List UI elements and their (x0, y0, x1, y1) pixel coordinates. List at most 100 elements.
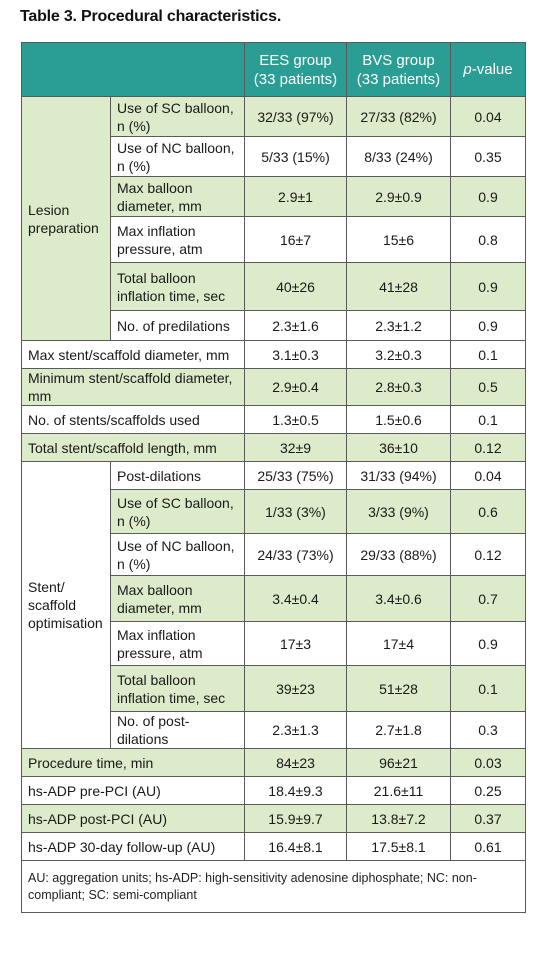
value-bvs: 31/33 (94%) (346, 461, 451, 490)
table-row: No. of predilations 2.3±1.6 2.3±1.2 0.9 (22, 310, 526, 341)
value-p: 0.61 (450, 832, 526, 861)
value-bvs: 8/33 (24%) (346, 136, 451, 177)
header-p-rest: -value (471, 61, 513, 78)
value-ees: 3.1±0.3 (244, 340, 347, 369)
row-label: Use of SC balloon, n (%) (110, 489, 245, 534)
value-ees: 2.9±0.4 (244, 368, 347, 406)
value-bvs: 2.8±0.3 (346, 368, 451, 406)
row-label: Total stent/scaffold length, mm (21, 433, 245, 462)
optim-group-label: Stent/ scaffold optimisation (21, 461, 111, 749)
value-bvs: 13.8±7.2 (346, 804, 451, 833)
value-ees: 18.4±9.3 (244, 776, 347, 805)
row-label: Max stent/scaffold diameter, mm (21, 340, 245, 369)
value-bvs: 36±10 (346, 433, 451, 462)
table-row: Total balloon inflation time, sec 40±26 41… (22, 262, 526, 311)
value-bvs: 2.3±1.2 (346, 310, 451, 341)
table-title: Table 3. Procedural characteristics. (20, 8, 282, 25)
value-p: 0.1 (450, 340, 526, 369)
row-label: Use of NC balloon, n (%) (110, 136, 245, 177)
table-row: Total balloon inflation time, sec 39±23 51… (22, 665, 526, 712)
value-bvs: 41±28 (346, 262, 451, 311)
table-row: hs-ADP pre-PCI (AU) 18.4±9.3 21.6±11 0.25 (21, 776, 526, 805)
value-ees: 16.4±8.1 (244, 832, 347, 861)
value-p: 0.35 (450, 136, 526, 177)
value-ees: 2.3±1.3 (244, 711, 347, 749)
table-row: Lesion preparation Use of SC balloon, n (… (21, 96, 526, 341)
table-row: Max stent/scaffold diameter, mm 3.1±0.3 3.… (21, 340, 526, 369)
header-bvs: BVS group (33 patients) (346, 42, 451, 97)
value-bvs: 17±4 (346, 621, 451, 666)
header-row: EES group (33 patients) BVS group (33 pa… (21, 42, 526, 97)
footnote: AU: aggregation units; hs-ADP: high-sens… (21, 860, 526, 913)
value-p: 0.8 (450, 216, 526, 263)
row-label: Max balloon diameter, mm (110, 575, 245, 622)
value-p: 0.37 (450, 804, 526, 833)
value-ees: 40±26 (244, 262, 347, 311)
table-row: Use of NC balloon, n (%) 5/33 (15%) 8/33 (… (22, 136, 526, 177)
value-p: 0.5 (450, 368, 526, 406)
value-ees: 17±3 (244, 621, 347, 666)
value-p: 0.6 (450, 489, 526, 534)
table-row: Stent/ scaffold optimisation Post-dilatio… (21, 461, 526, 749)
value-ees: 25/33 (75%) (244, 461, 347, 490)
header-p-italic: p (463, 61, 472, 78)
value-p: 0.1 (450, 405, 526, 434)
value-ees: 15.9±9.7 (244, 804, 347, 833)
value-ees: 39±23 (244, 665, 347, 712)
table-row: Max balloon diameter, mm 2.9±1 2.9±0.9 0.9 (22, 176, 526, 217)
value-ees: 5/33 (15%) (244, 136, 347, 177)
value-ees: 24/33 (73%) (244, 533, 347, 576)
row-label: Post-dilations (110, 461, 245, 490)
table-row: hs-ADP post-PCI (AU) 15.9±9.7 13.8±7.2 0.37 (21, 804, 526, 833)
row-label: No. of stents/scaffolds used (21, 405, 245, 434)
value-ees: 1.3±0.5 (244, 405, 347, 434)
value-bvs: 1.5±0.6 (346, 405, 451, 434)
table-row: hs-ADP 30-day follow-up (AU) 16.4±8.1 17.5… (21, 832, 526, 861)
value-p: 0.7 (450, 575, 526, 622)
value-p: 0.04 (450, 461, 526, 490)
footnote-row: AU: aggregation units; hs-ADP: high-sens… (21, 860, 526, 913)
value-bvs: 3.4±0.6 (346, 575, 451, 622)
row-label: Procedure time, min (21, 748, 245, 777)
value-ees: 2.9±1 (244, 176, 347, 217)
value-bvs: 3/33 (9%) (346, 489, 451, 534)
value-ees: 32/33 (97%) (244, 96, 347, 137)
value-bvs: 3.2±0.3 (346, 340, 451, 369)
row-label: hs-ADP pre-PCI (AU) (21, 776, 245, 805)
row-label: No. of predilations (110, 310, 245, 341)
header-blank-cell (21, 42, 245, 97)
value-bvs: 29/33 (88%) (346, 533, 451, 576)
row-label: hs-ADP 30-day follow-up (AU) (21, 832, 245, 861)
value-bvs: 15±6 (346, 216, 451, 263)
header-ees: EES group (33 patients) (244, 42, 347, 97)
value-ees: 84±23 (244, 748, 347, 777)
row-label: hs-ADP post-PCI (AU) (21, 804, 245, 833)
value-ees: 16±7 (244, 216, 347, 263)
table-row: Max inflation pressure, atm 17±3 17±4 0.9 (22, 621, 526, 666)
table-row: Total stent/scaffold length, mm 32±9 36±10… (21, 433, 526, 462)
row-label: Use of SC balloon, n (%) (110, 96, 245, 137)
row-label: Max balloon diameter, mm (110, 176, 245, 217)
table-row: No. of stents/scaffolds used 1.3±0.5 1.5±0… (21, 405, 526, 434)
procedural-table: EES group (33 patients) BVS group (33 pa… (21, 42, 526, 913)
table-row: Use of SC balloon, n (%) 1/33 (3%) 3/33 (9… (22, 489, 526, 534)
value-bvs: 96±21 (346, 748, 451, 777)
table-row: Minimum stent/scaffold diameter, mm 2.9±0… (21, 368, 526, 406)
value-bvs: 2.7±1.8 (346, 711, 451, 749)
row-label: Total balloon inflation time, sec (110, 262, 245, 311)
value-ees: 2.3±1.6 (244, 310, 347, 341)
row-label: Max inflation pressure, atm (110, 216, 245, 263)
value-bvs: 21.6±11 (346, 776, 451, 805)
lesion-group-label: Lesion preparation (21, 96, 111, 341)
value-bvs: 2.9±0.9 (346, 176, 451, 217)
value-bvs: 27/33 (82%) (346, 96, 451, 137)
value-p: 0.9 (450, 262, 526, 311)
row-label: Use of NC balloon, n (%) (110, 533, 245, 576)
value-ees: 32±9 (244, 433, 347, 462)
value-p: 0.12 (450, 433, 526, 462)
value-p: 0.9 (450, 310, 526, 341)
table-row: Max inflation pressure, atm 16±7 15±6 0.8 (22, 216, 526, 263)
value-p: 0.3 (450, 711, 526, 749)
row-label: Total balloon inflation time, sec (110, 665, 245, 712)
